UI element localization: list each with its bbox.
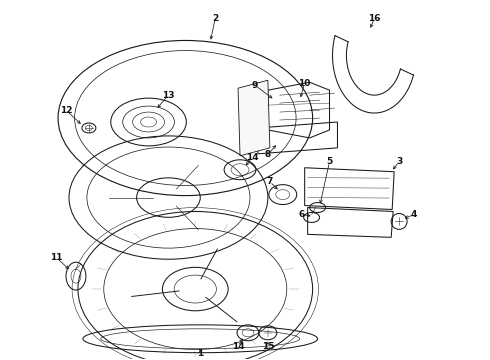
Text: 10: 10 <box>298 79 311 88</box>
Text: 13: 13 <box>162 91 175 100</box>
Text: 8: 8 <box>265 150 271 159</box>
Text: 12: 12 <box>60 105 72 114</box>
Text: 3: 3 <box>396 157 402 166</box>
Text: 7: 7 <box>267 177 273 186</box>
Text: 14: 14 <box>232 342 245 351</box>
Text: 1: 1 <box>197 349 203 358</box>
Text: 9: 9 <box>252 81 258 90</box>
Polygon shape <box>238 80 270 156</box>
Text: 16: 16 <box>368 14 381 23</box>
Text: 15: 15 <box>262 342 274 351</box>
Text: 4: 4 <box>411 210 417 219</box>
Text: 2: 2 <box>212 14 218 23</box>
Text: 14: 14 <box>245 153 258 162</box>
Text: 11: 11 <box>50 253 62 262</box>
Text: 5: 5 <box>326 157 333 166</box>
Text: 6: 6 <box>298 210 305 219</box>
